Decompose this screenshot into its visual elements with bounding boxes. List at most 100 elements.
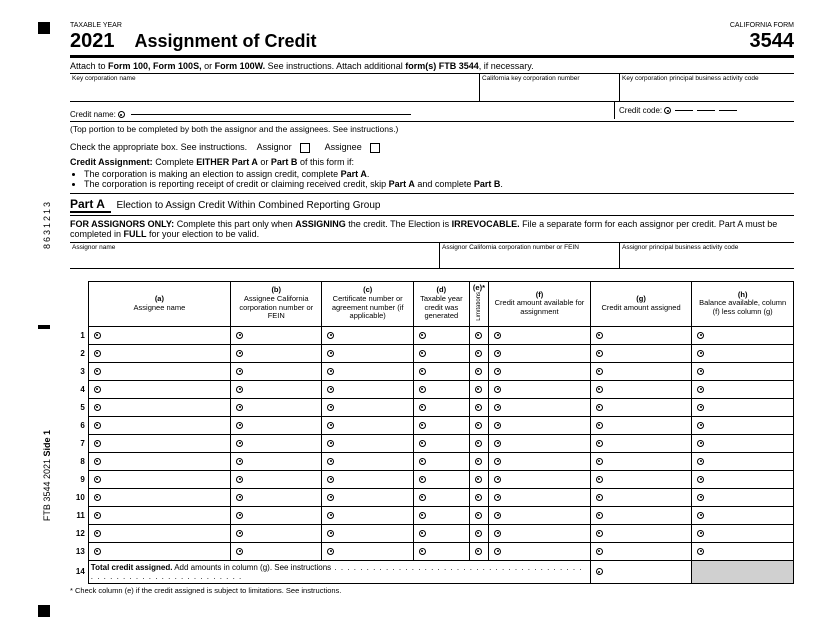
credit-code-field[interactable]: Credit code:: [614, 102, 794, 119]
credit-name-field[interactable]: Credit name:: [70, 110, 614, 119]
cell-e[interactable]: [469, 488, 488, 506]
cell-h[interactable]: [692, 362, 794, 380]
cell-e[interactable]: [469, 380, 488, 398]
cell-e[interactable]: [469, 470, 488, 488]
cell-b[interactable]: [231, 380, 322, 398]
cell-d[interactable]: [413, 398, 469, 416]
cell-a[interactable]: [88, 470, 230, 488]
cell-f[interactable]: [489, 380, 591, 398]
cell-e[interactable]: [469, 344, 488, 362]
cell-g[interactable]: [590, 470, 692, 488]
cell-c[interactable]: [322, 380, 413, 398]
cell-f[interactable]: [489, 488, 591, 506]
cell-b[interactable]: [231, 542, 322, 560]
cell-c[interactable]: [322, 416, 413, 434]
cell-e[interactable]: [469, 416, 488, 434]
assignor-checkbox[interactable]: [300, 143, 310, 153]
cell-d[interactable]: [413, 506, 469, 524]
cell-e[interactable]: [469, 398, 488, 416]
cell-c[interactable]: [322, 326, 413, 344]
cell-f[interactable]: [489, 524, 591, 542]
cell-h[interactable]: [692, 344, 794, 362]
assignor-number-field[interactable]: Assignor California corporation number o…: [440, 243, 620, 268]
cell-a[interactable]: [88, 344, 230, 362]
cell-b[interactable]: [231, 452, 322, 470]
cell-h[interactable]: [692, 434, 794, 452]
cell-f[interactable]: [489, 506, 591, 524]
cell-f[interactable]: [489, 452, 591, 470]
cell-b[interactable]: [231, 470, 322, 488]
cell-e[interactable]: [469, 362, 488, 380]
cell-e[interactable]: [469, 524, 488, 542]
cell-c[interactable]: [322, 434, 413, 452]
cell-b[interactable]: [231, 434, 322, 452]
cell-c[interactable]: [322, 452, 413, 470]
cell-d[interactable]: [413, 344, 469, 362]
cell-h[interactable]: [692, 452, 794, 470]
cell-g[interactable]: [590, 506, 692, 524]
cell-g[interactable]: [590, 344, 692, 362]
cell-a[interactable]: [88, 398, 230, 416]
cell-h[interactable]: [692, 416, 794, 434]
cell-h[interactable]: [692, 524, 794, 542]
assignee-checkbox[interactable]: [370, 143, 380, 153]
cell-d[interactable]: [413, 542, 469, 560]
cell-c[interactable]: [322, 470, 413, 488]
cell-g[interactable]: [590, 452, 692, 470]
cell-b[interactable]: [231, 344, 322, 362]
cell-b[interactable]: [231, 362, 322, 380]
cell-b[interactable]: [231, 326, 322, 344]
cell-c[interactable]: [322, 506, 413, 524]
cell-f[interactable]: [489, 542, 591, 560]
cell-d[interactable]: [413, 326, 469, 344]
key-corp-number-field[interactable]: California key corporation number: [480, 74, 620, 101]
cell-f[interactable]: [489, 398, 591, 416]
cell-d[interactable]: [413, 362, 469, 380]
cell-f[interactable]: [489, 326, 591, 344]
cell-a[interactable]: [88, 362, 230, 380]
cell-a[interactable]: [88, 524, 230, 542]
cell-d[interactable]: [413, 416, 469, 434]
cell-e[interactable]: [469, 506, 488, 524]
cell-a[interactable]: [88, 488, 230, 506]
key-corp-name-field[interactable]: Key corporation name: [70, 74, 480, 101]
cell-h[interactable]: [692, 506, 794, 524]
cell-g[interactable]: [590, 326, 692, 344]
cell-g[interactable]: [590, 380, 692, 398]
cell-a[interactable]: [88, 434, 230, 452]
cell-b[interactable]: [231, 398, 322, 416]
cell-d[interactable]: [413, 524, 469, 542]
cell-f[interactable]: [489, 434, 591, 452]
total-g-cell[interactable]: [590, 560, 692, 583]
cell-e[interactable]: [469, 542, 488, 560]
assignor-name-field[interactable]: Assignor name: [70, 243, 440, 268]
cell-c[interactable]: [322, 362, 413, 380]
cell-h[interactable]: [692, 488, 794, 506]
cell-f[interactable]: [489, 344, 591, 362]
cell-h[interactable]: [692, 470, 794, 488]
cell-g[interactable]: [590, 524, 692, 542]
key-activity-code-field[interactable]: Key corporation principal business activ…: [620, 74, 794, 101]
cell-c[interactable]: [322, 542, 413, 560]
cell-d[interactable]: [413, 488, 469, 506]
cell-f[interactable]: [489, 362, 591, 380]
cell-d[interactable]: [413, 380, 469, 398]
cell-a[interactable]: [88, 542, 230, 560]
cell-f[interactable]: [489, 416, 591, 434]
cell-d[interactable]: [413, 434, 469, 452]
cell-h[interactable]: [692, 398, 794, 416]
cell-g[interactable]: [590, 416, 692, 434]
cell-g[interactable]: [590, 362, 692, 380]
assignor-activity-field[interactable]: Assignor principal business activity cod…: [620, 243, 794, 268]
cell-h[interactable]: [692, 380, 794, 398]
cell-a[interactable]: [88, 416, 230, 434]
cell-h[interactable]: [692, 326, 794, 344]
cell-a[interactable]: [88, 380, 230, 398]
cell-d[interactable]: [413, 470, 469, 488]
cell-b[interactable]: [231, 506, 322, 524]
cell-b[interactable]: [231, 524, 322, 542]
cell-b[interactable]: [231, 488, 322, 506]
cell-e[interactable]: [469, 452, 488, 470]
cell-g[interactable]: [590, 434, 692, 452]
cell-a[interactable]: [88, 452, 230, 470]
